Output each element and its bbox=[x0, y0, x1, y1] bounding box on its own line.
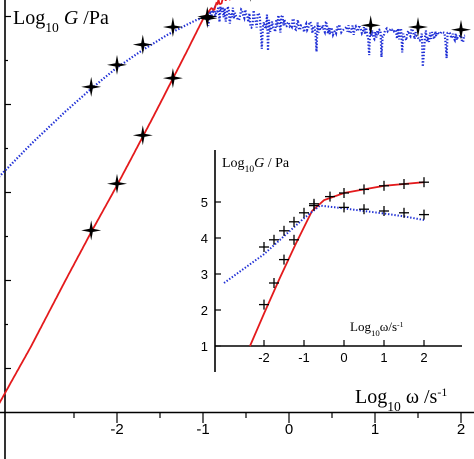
inset-y-tick-label: 3 bbox=[201, 267, 208, 282]
inset-x-tick-label: 0 bbox=[340, 350, 347, 365]
inset-storage-marker bbox=[279, 254, 289, 265]
inset-loss-marker bbox=[419, 209, 429, 220]
inset-x-tick-label: -2 bbox=[258, 350, 270, 365]
x-tick-label: 0 bbox=[285, 421, 293, 438]
inset-y-tick-label: 1 bbox=[201, 339, 208, 354]
inset-loss-marker bbox=[289, 216, 299, 227]
loss-marker bbox=[197, 6, 218, 27]
inset-x-axis-title: Log10ω/s-1 bbox=[350, 319, 404, 338]
loss-marker bbox=[132, 34, 153, 55]
loss-marker bbox=[360, 15, 381, 36]
inset-loss-marker bbox=[299, 207, 309, 218]
inset-x-tick-label: 1 bbox=[380, 350, 387, 365]
inset-background bbox=[214, 150, 471, 372]
inset-loss-marker bbox=[339, 202, 349, 213]
inset-storage-marker bbox=[259, 299, 269, 310]
inset-loss-marker bbox=[309, 200, 319, 211]
x-tick-label: 1 bbox=[371, 421, 379, 438]
inset-storage-marker bbox=[419, 177, 429, 188]
inset-storage-marker bbox=[269, 278, 279, 288]
loss-marker bbox=[162, 17, 183, 38]
storage-marker bbox=[81, 220, 102, 241]
loss-marker bbox=[107, 54, 127, 75]
inset-storage-marker bbox=[325, 191, 335, 202]
y-axis-title: Log10 G /Pa bbox=[13, 7, 109, 35]
inset-storage-marker bbox=[359, 184, 369, 195]
inset-loss-marker bbox=[399, 207, 409, 218]
inset-loss-marker bbox=[269, 234, 279, 245]
loss-marker bbox=[81, 76, 102, 97]
x-tick-label: -2 bbox=[110, 421, 123, 438]
inset-loss-marker bbox=[359, 204, 369, 215]
inset-storage-curve bbox=[249, 181, 425, 347]
inset-loss-marker bbox=[279, 225, 289, 236]
inset-y-tick-label: 4 bbox=[201, 231, 208, 246]
storage-marker bbox=[162, 68, 183, 89]
x-tick-label: 2 bbox=[457, 421, 465, 438]
x-tick-label: -1 bbox=[196, 421, 209, 438]
inset-y-axis-title: Log10G / Pa bbox=[222, 156, 290, 175]
inset-y-tick-label: 2 bbox=[201, 303, 208, 318]
inset-loss-marker bbox=[379, 206, 389, 216]
inset-loss-marker bbox=[259, 242, 269, 252]
inset-x-tick-label: 2 bbox=[420, 350, 427, 365]
x-axis-title: Log10 ω /s-1 bbox=[355, 385, 447, 414]
inset-storage-marker bbox=[379, 180, 389, 191]
loss-modulus-curve bbox=[0, 4, 466, 178]
storage-marker bbox=[249, 0, 251, 2]
storage-modulus-curve bbox=[0, 0, 231, 404]
inset-storage-marker bbox=[339, 188, 349, 198]
inset-y-tick-label: 5 bbox=[201, 195, 208, 210]
storage-marker bbox=[132, 125, 153, 146]
loss-marker bbox=[408, 17, 428, 38]
inset-storage-marker bbox=[289, 234, 299, 245]
loss-marker bbox=[451, 19, 471, 40]
storage-marker bbox=[107, 173, 127, 194]
inset-plot: -2 -1 0 1 2 1 2 3 4 5 Log10G / Pa Log10ω/s-1 bbox=[201, 150, 471, 372]
inset-storage-marker bbox=[399, 179, 409, 189]
inset-x-tick-label: -1 bbox=[298, 350, 310, 365]
